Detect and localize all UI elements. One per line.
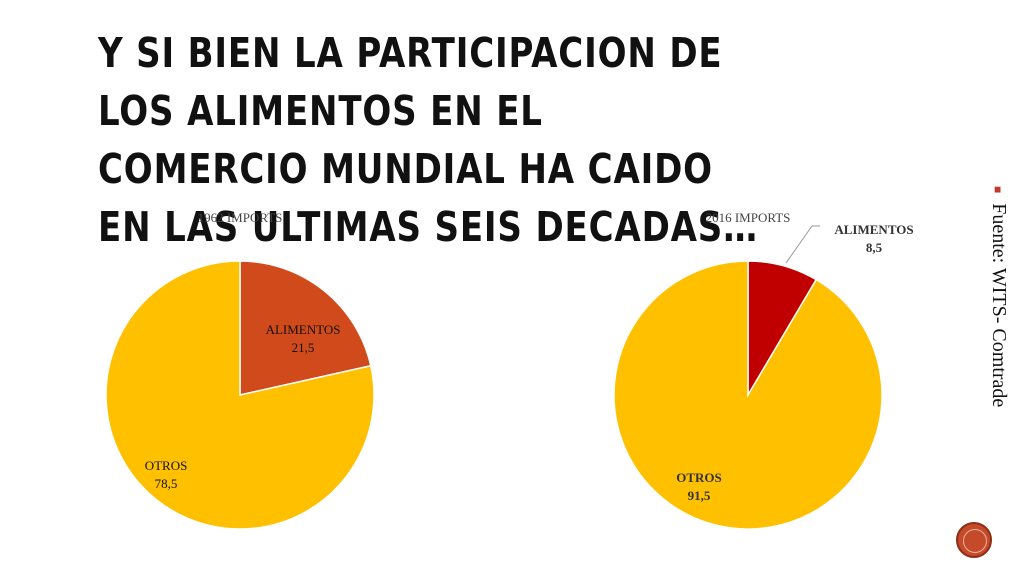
label-2016-alimentos-value: 8,5 bbox=[866, 240, 883, 255]
pie-chart-1962: 1962 IMPORTS ALIMENTOS 21,5 OTROS 78,5 bbox=[105, 210, 375, 530]
label-2016-otros-value: 91,5 bbox=[688, 488, 711, 503]
pie-chart-2016: 2016 IMPORTS ALIMENTOS 8,5 OTROS 91,5 bbox=[613, 210, 914, 530]
label-1962-otros-value: 78,5 bbox=[155, 476, 178, 491]
slice-1962-otros bbox=[105, 260, 375, 530]
label-1962-otros-name: OTROS bbox=[145, 458, 188, 473]
label-2016-otros-name: OTROS bbox=[676, 470, 722, 485]
label-1962-alimentos-name: ALIMENTOS bbox=[266, 322, 341, 337]
label-2016-alimentos-name: ALIMENTOS bbox=[834, 222, 913, 237]
chart-title-1962: 1962 IMPORTS bbox=[198, 210, 283, 225]
circle-logo-icon bbox=[956, 522, 992, 558]
slide-title: Y si bien la participacion de los alimen… bbox=[98, 29, 759, 251]
chart-title-2016: 2016 IMPORTS bbox=[706, 210, 791, 225]
slice-2016-otros bbox=[613, 260, 883, 530]
slice-1962-alimentos bbox=[239, 260, 372, 396]
leader-line-2016-alimentos bbox=[785, 225, 820, 264]
label-1962-alimentos-value: 21,5 bbox=[292, 340, 315, 355]
